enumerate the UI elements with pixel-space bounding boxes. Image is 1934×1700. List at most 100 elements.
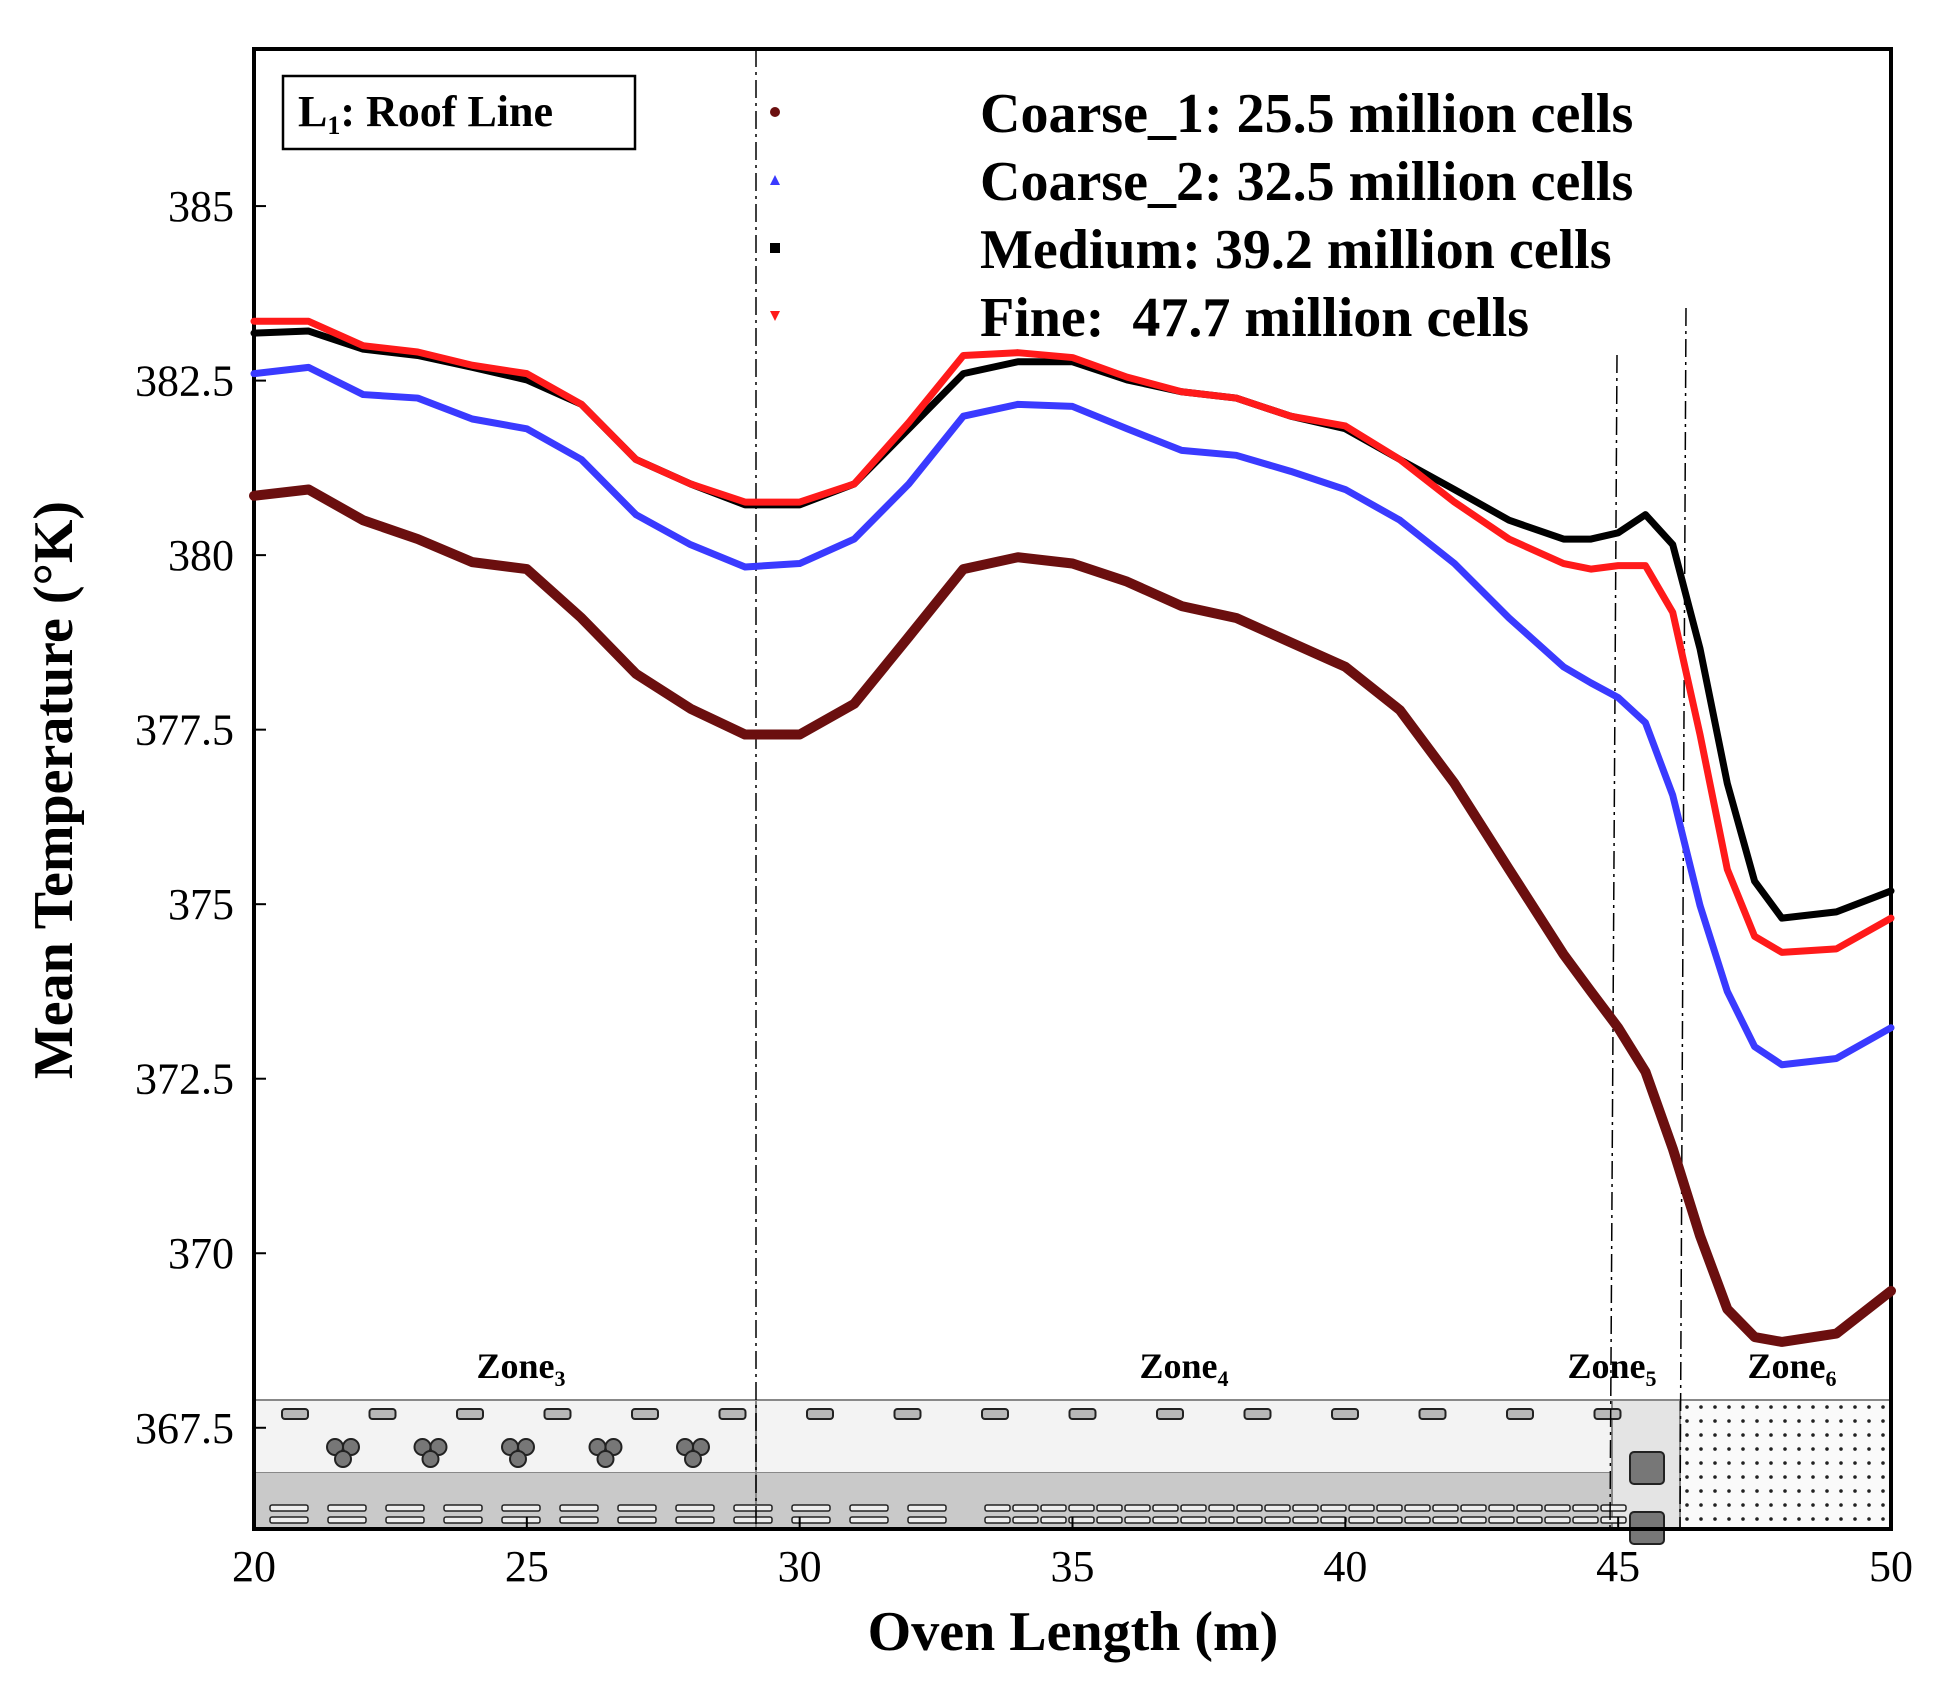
heater — [456, 1408, 484, 1420]
zone-name: Zone — [1567, 1346, 1645, 1386]
line-label-box — [281, 74, 637, 151]
conveyor-dash — [1180, 1504, 1207, 1512]
conveyor-dash — [269, 1504, 309, 1512]
conveyor-dash — [1012, 1504, 1039, 1512]
heater — [281, 1408, 309, 1420]
line-label-main: L — [298, 87, 327, 136]
conveyor-dash — [1600, 1504, 1627, 1512]
zone-boundary — [1679, 307, 1687, 1530]
zone-name: Zone — [1139, 1346, 1217, 1386]
conveyor-dash — [1208, 1516, 1235, 1524]
conveyor-dash — [1320, 1516, 1347, 1524]
zone-sub: 5 — [1646, 1366, 1657, 1391]
conveyor-dash — [984, 1504, 1011, 1512]
zone-boundary — [1609, 354, 1618, 1530]
conveyor-dash — [1572, 1516, 1599, 1524]
nozzle — [334, 1450, 352, 1468]
conveyor-dash — [1488, 1516, 1515, 1524]
conveyor-dash — [443, 1504, 483, 1512]
conveyor-dash — [791, 1504, 831, 1512]
y-tick-label: 367.5 — [135, 1404, 234, 1453]
line-label-sub: 1 — [327, 111, 340, 140]
x-tick-label: 25 — [505, 1542, 549, 1591]
x-tick-label: 20 — [232, 1542, 276, 1591]
x-axis-label: Oven Length (m) — [868, 1601, 1279, 1663]
x-tick-label: 30 — [778, 1542, 822, 1591]
conveyor-dash — [1292, 1504, 1319, 1512]
conveyor-dash — [733, 1504, 773, 1512]
conveyor-dash — [443, 1516, 483, 1524]
conveyor-dash — [1460, 1516, 1487, 1524]
line-label-rest: : Roof Line — [340, 87, 553, 136]
conveyor-dash — [1544, 1504, 1571, 1512]
conveyor-dash — [1236, 1504, 1263, 1512]
heater — [893, 1408, 922, 1420]
conveyor-dash — [327, 1516, 367, 1524]
heater — [1068, 1408, 1097, 1420]
legend-marker — [770, 175, 780, 185]
heater — [368, 1408, 397, 1420]
conveyor-dash — [1208, 1504, 1235, 1512]
series-line — [250, 327, 1895, 922]
legend-marker — [770, 107, 780, 117]
conveyor-dash — [1292, 1516, 1319, 1524]
plot-area — [249, 47, 1896, 1531]
zone-label: Zone5 — [1567, 1346, 1656, 1391]
legend-entry: Medium: 39.2 million cells — [980, 219, 1612, 281]
nozzle — [421, 1450, 440, 1468]
conveyor-dash — [1040, 1516, 1067, 1524]
conveyor-dash — [617, 1504, 657, 1512]
series-line — [250, 363, 1895, 1069]
line-label: L1: Roof Line — [298, 87, 553, 140]
conveyor-dash — [1488, 1504, 1515, 1512]
conveyor-dash — [559, 1516, 599, 1524]
conveyor-dash — [1404, 1516, 1431, 1524]
burner — [1629, 1451, 1665, 1485]
conveyor-dash — [1040, 1504, 1067, 1512]
conveyor-dash — [1264, 1504, 1291, 1512]
heater — [543, 1408, 572, 1420]
y-tick-label: 372.5 — [135, 1055, 234, 1104]
conveyor-dash — [617, 1516, 657, 1524]
y-tick-label: 370 — [168, 1229, 234, 1278]
conveyor-dash — [1376, 1516, 1403, 1524]
conveyor-dash — [1068, 1516, 1095, 1524]
conveyor-dash — [907, 1504, 947, 1512]
y-tick-label: 382.5 — [135, 357, 234, 406]
conveyor-dash — [1152, 1516, 1179, 1524]
x-tick-label: 45 — [1596, 1542, 1640, 1591]
y-axis-label: Mean Temperature (°K) — [23, 501, 85, 1079]
conveyor-dash — [733, 1516, 773, 1524]
zone6-box — [1679, 1399, 1892, 1530]
conveyor-dash — [1516, 1516, 1543, 1524]
conveyor-dash — [849, 1516, 889, 1524]
conveyor-dash — [675, 1516, 715, 1524]
nozzle — [596, 1450, 615, 1468]
conveyor-dash — [1516, 1504, 1543, 1512]
conveyor-dash — [1348, 1516, 1375, 1524]
conveyor-dash — [1096, 1504, 1123, 1512]
conveyor-dash — [1124, 1504, 1151, 1512]
conveyor-dash — [791, 1516, 831, 1524]
conveyor-dash — [1068, 1504, 1095, 1512]
y-tick-label: 380 — [168, 531, 234, 580]
zone-sub: 6 — [1826, 1366, 1837, 1391]
conveyor-dash — [1404, 1504, 1431, 1512]
conveyor-dash — [984, 1516, 1011, 1524]
heater — [1418, 1408, 1447, 1420]
conveyor-dash — [1600, 1516, 1627, 1524]
conveyor-dash — [1012, 1516, 1039, 1524]
heater — [1156, 1408, 1184, 1420]
nozzle — [684, 1450, 702, 1468]
conveyor-dash — [1432, 1504, 1459, 1512]
conveyor-dash — [1460, 1504, 1487, 1512]
y-tick-label: 377.5 — [135, 706, 234, 755]
conveyor-dash — [675, 1504, 715, 1512]
heater — [1506, 1408, 1534, 1420]
conveyor-dash — [1236, 1516, 1263, 1524]
heater — [1331, 1408, 1359, 1420]
heater — [806, 1408, 834, 1420]
heater — [1243, 1408, 1272, 1420]
zone-label: Zone3 — [476, 1346, 565, 1391]
